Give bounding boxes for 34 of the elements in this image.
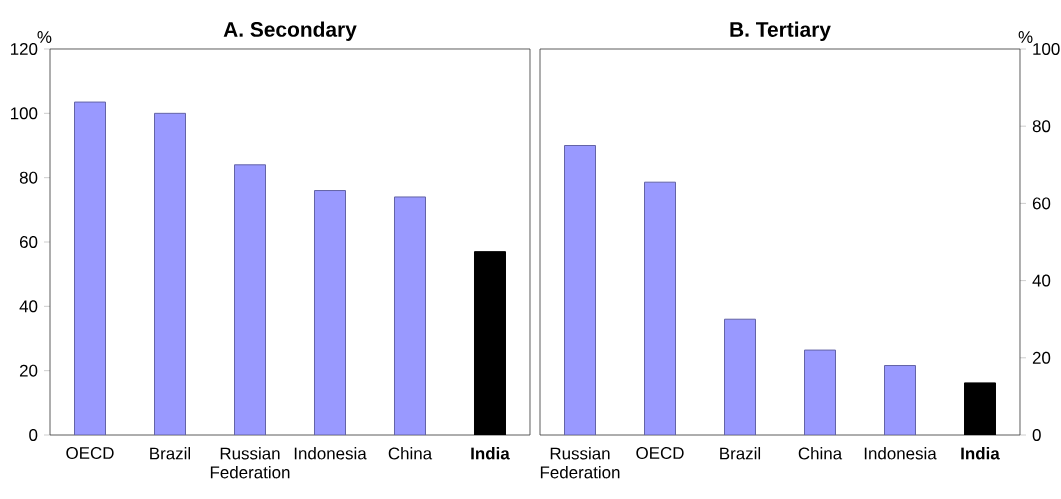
bar	[234, 164, 266, 435]
y-tick-label: 60	[19, 236, 38, 248]
x-tick-label: Russian Federation	[210, 447, 290, 479]
x-tick-label: OECD	[636, 447, 684, 460]
y-tick-label: 20	[19, 364, 38, 377]
y-tick-label: 40	[19, 300, 38, 313]
y-tick-label: 80	[19, 171, 38, 184]
bar	[154, 112, 186, 435]
x-tick-label: Russian Federation	[540, 447, 620, 479]
bar	[884, 365, 916, 435]
x-tick-label: China	[798, 447, 843, 460]
bar	[964, 382, 996, 435]
y2-tick-label: 100	[1033, 43, 1060, 55]
y-tick-label: 0	[29, 429, 38, 441]
x-tick-label: India	[961, 447, 1000, 460]
x-tick-label: India	[471, 447, 510, 460]
x-tick-label: Indonesia	[864, 447, 937, 460]
chart-title: A. Secondary	[223, 21, 357, 41]
y-axis-title: %	[37, 31, 52, 43]
y-tick-label: 120	[10, 43, 38, 55]
y2-tick-label: 80	[1032, 120, 1051, 133]
y2-tick-label: 0	[1032, 429, 1041, 441]
y2-axis-title: %	[1018, 31, 1033, 43]
x-tick-label: Brazil	[150, 447, 191, 460]
x-tick-label: OECD	[66, 447, 114, 460]
chart-title: B. Tertiary	[730, 21, 831, 41]
y-tick-label: 100	[10, 107, 38, 120]
x-tick-label: Indonesia	[294, 447, 367, 460]
x-tick-label: China	[388, 447, 433, 460]
bar	[724, 318, 756, 435]
y2-tick-label: 40	[1032, 274, 1051, 287]
y2-tick-label: 60	[1032, 197, 1051, 210]
x-tick-label: Brazil	[720, 447, 761, 460]
y2-tick-label: 20	[1032, 351, 1051, 364]
